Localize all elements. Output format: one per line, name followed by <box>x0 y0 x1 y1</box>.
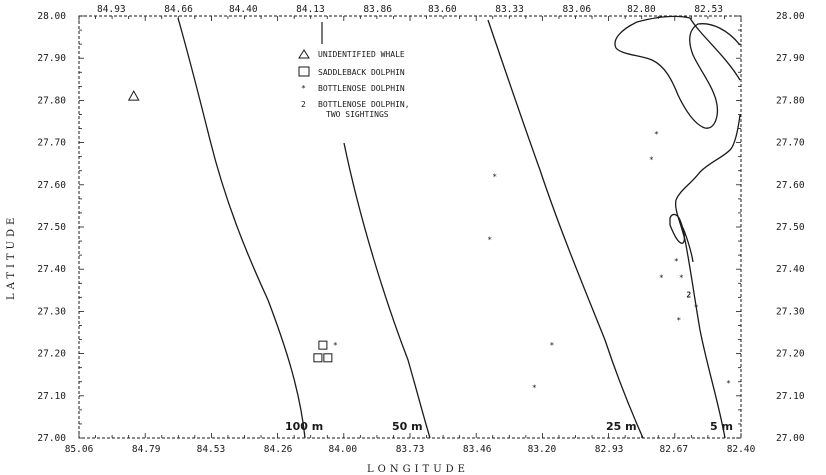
right-tick-label: 27.10 <box>776 391 805 402</box>
y-axis-title: LATITUDE <box>6 214 17 300</box>
contour-inlet-loop <box>614 15 741 129</box>
top-tick-label: 83.06 <box>562 4 591 15</box>
right-tick-label: 27.90 <box>776 53 805 64</box>
right-tick-label: 27.80 <box>776 95 805 106</box>
contour-5m-coast <box>674 114 741 439</box>
bottlenose-star-marker: * <box>676 316 681 325</box>
left-tick-label: 27.40 <box>37 264 66 275</box>
legend-label-saddleback: SADDLEBACK DOLPHIN <box>318 68 405 77</box>
contour-label-25m: 25 m <box>606 420 637 433</box>
contour-label-50m: 50 m <box>392 420 423 433</box>
top-tick-label: 82.53 <box>694 4 723 15</box>
contour-25m <box>487 19 644 439</box>
sightings-layer: *************2 <box>127 90 731 392</box>
left-tick-label: 27.60 <box>37 180 66 191</box>
left-tick-label: 27.50 <box>37 222 66 233</box>
map-frame <box>78 15 742 439</box>
top-tick-label: 83.60 <box>428 4 457 15</box>
contour-100m <box>177 17 306 439</box>
right-tick-label: 27.20 <box>776 349 805 360</box>
bottlenose-star-marker: * <box>492 172 497 181</box>
left-tick-label: 27.80 <box>37 95 66 106</box>
right-tick-label: 27.60 <box>776 180 805 191</box>
bottlenose-star-marker: * <box>694 303 699 312</box>
bottom-tick-label: 84.00 <box>328 444 357 455</box>
bottom-tick-label: 84.26 <box>264 444 293 455</box>
two-sightings-marker: 2 <box>686 291 691 300</box>
bottlenose-star-marker: * <box>649 155 654 164</box>
x-axis-title: LONGITUDE <box>367 464 469 475</box>
legend-label-two-sightings: BOTTLENOSE DOLPHIN, <box>318 100 410 109</box>
legend: UNIDENTIFIED WHALE SADDLEBACK DOLPHIN * … <box>298 22 410 119</box>
left-tick-label: 27.00 <box>37 433 66 444</box>
left-latitude-labels: 28.00 27.90 27.80 27.70 27.60 27.50 27.40 27.30… <box>37 11 66 444</box>
contour-50m <box>343 142 431 439</box>
right-tick-label: 27.50 <box>776 222 805 233</box>
tick-marks <box>78 15 742 439</box>
bottom-tick-label: 84.79 <box>132 444 161 455</box>
saddleback-square-marker <box>313 353 323 363</box>
legend-label-whale: UNIDENTIFIED WHALE <box>318 50 405 59</box>
bottlenose-star-marker: * <box>487 236 492 245</box>
top-tick-label: 83.33 <box>495 4 524 15</box>
bottlenose-star-marker: * <box>726 379 731 388</box>
bottlenose-star-marker: * <box>549 341 554 350</box>
bottlenose-star-marker: * <box>654 130 659 139</box>
top-tick-label: 84.40 <box>229 4 258 15</box>
top-tick-label: 83.86 <box>363 4 392 15</box>
legend-square-icon <box>298 66 310 77</box>
saddleback-square-marker <box>323 353 333 363</box>
top-tick-label: 84.66 <box>164 4 193 15</box>
right-tick-label: 27.40 <box>776 264 805 275</box>
legend-star-icon: * <box>301 84 306 93</box>
right-tick-label: 27.70 <box>776 138 805 149</box>
top-longitude-labels: 84.93 84.66 84.40 84.13 83.86 83.60 83.33 83.06… <box>97 4 723 15</box>
left-tick-label: 27.20 <box>37 349 66 360</box>
bottom-tick-label: 84.53 <box>197 444 226 455</box>
left-tick-label: 27.90 <box>37 53 66 64</box>
right-tick-label: 27.30 <box>776 306 805 317</box>
bottlenose-star-marker: * <box>679 274 684 283</box>
contour-small-spit <box>682 227 694 263</box>
bottlenose-star-marker: * <box>333 341 338 350</box>
bottom-tick-label: 82.67 <box>659 444 688 455</box>
bottom-longitude-labels: 85.06 84.79 84.53 84.26 84.00 83.73 83.46 83.20… <box>65 444 756 455</box>
bottlenose-star-marker: * <box>659 274 664 283</box>
bottlenose-star-marker: * <box>532 383 537 392</box>
bottom-tick-label: 83.20 <box>528 444 557 455</box>
left-tick-label: 27.30 <box>37 306 66 317</box>
contour-label-5m: 5 m <box>710 420 733 433</box>
right-tick-label: 28.00 <box>776 11 805 22</box>
contour-small-island <box>669 213 686 244</box>
whale-triangle-marker <box>127 90 140 101</box>
right-tick-label: 27.00 <box>776 433 805 444</box>
top-tick-label: 84.93 <box>97 4 126 15</box>
contour-label-100m: 100 m <box>285 420 323 433</box>
left-tick-label: 27.10 <box>37 391 66 402</box>
bottlenose-star-marker: * <box>674 257 679 266</box>
bottom-tick-label: 85.06 <box>65 444 94 455</box>
depth-contours <box>177 15 741 439</box>
legend-triangle-icon <box>298 49 310 59</box>
top-tick-label: 82.80 <box>627 4 656 15</box>
bottom-tick-label: 82.93 <box>595 444 624 455</box>
legend-two-icon: 2 <box>301 100 306 109</box>
right-latitude-labels: 28.00 27.90 27.80 27.70 27.60 27.50 27.40 27.30… <box>776 11 805 444</box>
top-tick-label: 84.13 <box>296 4 325 15</box>
legend-label-bottlenose: BOTTLENOSE DOLPHIN <box>318 84 405 93</box>
bottom-tick-label: 83.73 <box>396 444 425 455</box>
bottom-tick-label: 83.46 <box>463 444 492 455</box>
bottom-tick-label: 82.40 <box>727 444 756 455</box>
left-tick-label: 28.00 <box>37 11 66 22</box>
saddleback-square-marker <box>318 340 328 350</box>
legend-label-two-sightings-2: TWO SIGHTINGS <box>326 110 389 119</box>
left-tick-label: 27.70 <box>37 138 66 149</box>
